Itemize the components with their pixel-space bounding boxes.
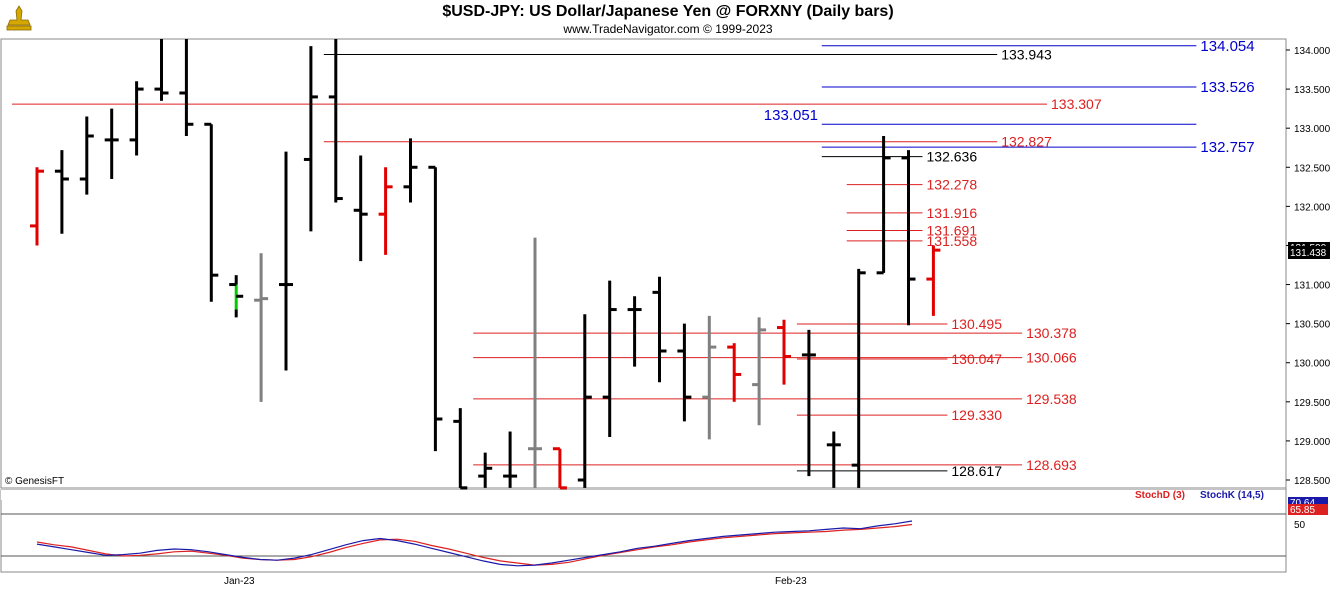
level-label: 130.066: [1026, 350, 1077, 366]
stoch-panel-frame: [0, 489, 1287, 573]
level-label: 133.307: [1051, 96, 1102, 112]
stoch-line-blue: [36, 520, 913, 567]
level-label: 131.916: [927, 205, 978, 221]
chart-header: $USD-JPY: US Dollar/Japanese Yen @ FORXN…: [0, 0, 1336, 40]
chart-subtitle: www.TradeNavigator.com © 1999-2023: [563, 22, 773, 36]
last-price-text: 131.438: [1290, 248, 1327, 259]
trade-navigator-logo-icon: [4, 3, 34, 38]
y-tick-label: 130.500: [1294, 320, 1331, 331]
y-tick-label: 131.000: [1294, 281, 1331, 292]
stochastic-lines: [1, 513, 1286, 567]
level-label: 128.617: [951, 463, 1002, 479]
x-label-jan: Jan-23: [224, 576, 255, 587]
level-label: 132.278: [927, 177, 978, 193]
stoch-d-flag: [1288, 504, 1328, 515]
level-label: 132.827: [1001, 134, 1052, 150]
stoch-d-flag-text: 65.85: [1290, 505, 1315, 516]
level-label: 131.558: [927, 233, 978, 249]
stoch-k-flag-text: 70.64: [1290, 498, 1315, 509]
stoch-header-band: [1, 490, 1286, 500]
level-label: 133.526: [1200, 79, 1254, 96]
level-label: 131.691: [927, 223, 978, 239]
y-tick-label: 133.500: [1294, 85, 1331, 96]
level-label: 132.757: [1200, 139, 1254, 156]
last-price-flag: [1288, 246, 1330, 259]
price-axis-ticks: 134.000133.500133.000132.500132.000131.5…: [1286, 46, 1331, 487]
stoch-line-red: [36, 523, 913, 566]
stoch-legend-d: StochD (3): [1135, 490, 1185, 501]
y-tick-label: 133.000: [1294, 124, 1331, 135]
stoch-k-flag: [1288, 497, 1328, 507]
ohlc-bars: [30, 39, 941, 490]
stoch-y-tick-50: 50: [1294, 520, 1306, 531]
level-label: 133.943: [1001, 46, 1052, 62]
y-tick-label: 129.500: [1294, 398, 1331, 409]
level-label: 129.330: [951, 407, 1002, 423]
chart-title: $USD-JPY: US Dollar/Japanese Yen @ FORXN…: [442, 3, 894, 20]
level-label: 128.693: [1026, 457, 1077, 473]
y-tick-label: 130.000: [1294, 359, 1331, 370]
level-label: 133.051: [764, 107, 818, 124]
x-label-feb: Feb-23: [775, 576, 807, 587]
stoch-legend-k: StochK (14,5): [1200, 490, 1264, 501]
y-tick-label: 134.000: [1294, 46, 1331, 57]
y-tick-label: 128.500: [1294, 476, 1331, 487]
level-label: 129.538: [1026, 391, 1077, 407]
level-label: 132.636: [927, 149, 978, 165]
y-tick-label: 132.000: [1294, 202, 1331, 213]
level-label: 130.378: [1026, 325, 1077, 341]
level-lines: 133.307 132.827 133.943 134.054 133.526 133.0…: [12, 38, 1255, 479]
level-label: 130.047: [951, 351, 1002, 367]
y-tick-label: 129.000: [1294, 437, 1331, 448]
copyright-label: © GenesisFT: [5, 476, 64, 487]
y-tick-label: 132.500: [1294, 163, 1331, 174]
level-label: 130.495: [951, 316, 1002, 332]
level-label: 134.054: [1200, 38, 1254, 55]
